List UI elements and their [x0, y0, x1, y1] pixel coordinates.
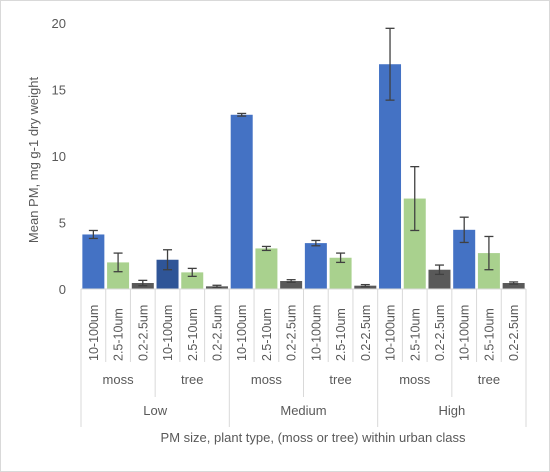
size-tick-label: 0.2-2.5um: [210, 305, 224, 361]
size-tick-label: 2.5-10um: [260, 308, 274, 361]
plant-type-label: moss: [251, 372, 283, 387]
bar: [502, 283, 525, 289]
plant-type-label: tree: [478, 372, 500, 387]
bar: [428, 269, 451, 289]
bar: [304, 243, 327, 289]
size-tick-label: 2.5-10um: [334, 308, 348, 361]
bar: [477, 253, 500, 289]
size-tick-label: 2.5-10um: [482, 308, 496, 361]
y-tick-label: 10: [52, 149, 66, 164]
bar: [181, 272, 204, 289]
bar: [403, 198, 426, 289]
urban-class-label: High: [438, 403, 465, 418]
bar: [280, 281, 303, 289]
y-axis-title: Mean PM, mg g-1 dry weight: [26, 77, 41, 244]
size-tick-label: 0.2-2.5um: [433, 305, 447, 361]
size-tick-label: 0.2-2.5um: [285, 305, 299, 361]
bar: [379, 64, 402, 289]
size-tick-label: 0.2-2.5um: [136, 305, 150, 361]
bar: [329, 257, 352, 289]
plant-type-label: moss: [399, 372, 431, 387]
plant-type-label: tree: [181, 372, 203, 387]
bars: [82, 64, 525, 290]
y-tick-label: 5: [59, 216, 66, 231]
bar: [156, 259, 179, 289]
size-tick-label: 0.2-2.5um: [359, 305, 373, 361]
size-tick-label: 2.5-10um: [112, 308, 126, 361]
error-bars: [88, 27, 519, 289]
y-tick-label: 0: [59, 282, 66, 297]
plant-type-label: tree: [329, 372, 351, 387]
bar: [107, 262, 130, 289]
size-tick-label: 10-100um: [161, 305, 175, 361]
size-tick-label: 2.5-10um: [186, 308, 200, 361]
bar: [82, 234, 105, 289]
category-axis: 10-100um 2.5-10um 0.2-2.5um 10-100um 2.5-10u…: [80, 288, 527, 427]
size-tick-label: 0.2-2.5um: [507, 305, 521, 361]
y-axis-ticks: 0 5 10 15 20: [52, 16, 66, 297]
size-tick-label: 10-100um: [235, 305, 249, 361]
size-tick-label: 2.5-10um: [408, 308, 422, 361]
urban-class-label: Medium: [280, 403, 326, 418]
x-axis-title: PM size, plant type, (moss or tree) with…: [161, 430, 466, 445]
urban-class-label: Low: [143, 403, 167, 418]
size-tick-label: 10-100um: [309, 305, 323, 361]
size-tick-label: 10-100um: [87, 305, 101, 361]
y-tick-label: 15: [52, 83, 66, 98]
bar: [453, 229, 476, 289]
size-tick-label: 10-100um: [458, 305, 472, 361]
y-tick-label: 20: [52, 16, 66, 31]
bar: [230, 114, 253, 290]
bar: [255, 248, 278, 289]
size-tick-label: 10-100um: [384, 305, 398, 361]
plant-type-label: moss: [103, 372, 135, 387]
